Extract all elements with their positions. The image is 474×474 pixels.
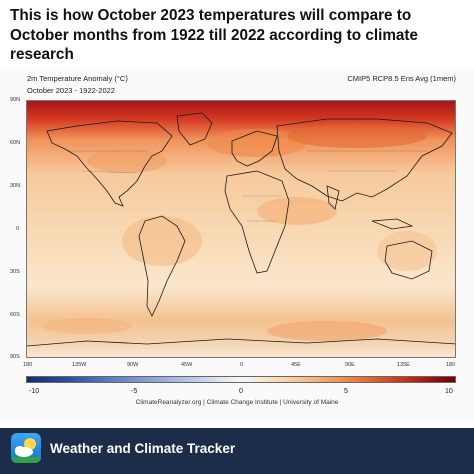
lon-label: 45E [291,362,301,368]
colorbar-label: 5 [344,388,348,395]
north-america-outline [46,120,173,207]
lat-label: 90N [10,97,21,103]
colorbar-label: -5 [131,388,138,395]
indonesia-outline [371,218,414,230]
lon-label: 45W [181,362,193,368]
europe-outline [231,130,278,167]
lat-label: 60N [10,140,21,146]
lon-label: 90E [345,362,355,368]
model-label: CMIP5 RCP8.5 Ens Avg (1mem) [347,74,456,83]
headline: This is how October 2023 temperatures wi… [10,7,419,63]
lat-label: 30N [10,183,21,189]
antarctica-outline [27,338,455,347]
credit-line: ClimateReanalyzer.org | Climate Change I… [135,399,339,406]
lat-label: 90S [10,354,20,360]
lon-label: 180 [446,362,456,368]
weather-app-icon [11,433,41,463]
map-title: 2m Temperature Anomaly (°C) [27,74,128,83]
lon-label: 135E [397,362,410,368]
india-outline [326,185,340,210]
footer-bar [0,428,474,474]
map-subtitle: October 2023 - 1922-2022 [27,86,115,95]
greenland-outline [176,112,213,146]
app-name: Weather and Climate Tracker [50,441,236,456]
lon-label: 180 [23,362,33,368]
lat-label: 30S [10,269,20,275]
colorbar-label: -10 [29,388,40,395]
africa-outline [224,170,290,274]
colorbar-label: 0 [239,388,243,395]
lat-label: 60S [10,312,20,318]
australia-outline [384,240,433,280]
lon-label: 90W [127,362,139,368]
asia-outline [276,118,453,202]
temperature-anomaly-map [26,100,456,358]
south-america-outline [138,215,186,317]
lon-label: 135W [72,362,87,368]
colorbar-label: 10 [445,388,453,395]
lon-label: 0 [240,362,244,368]
lat-label: 0 [16,226,20,232]
anomaly-map-graphic [27,101,455,357]
colorbar [26,376,456,383]
